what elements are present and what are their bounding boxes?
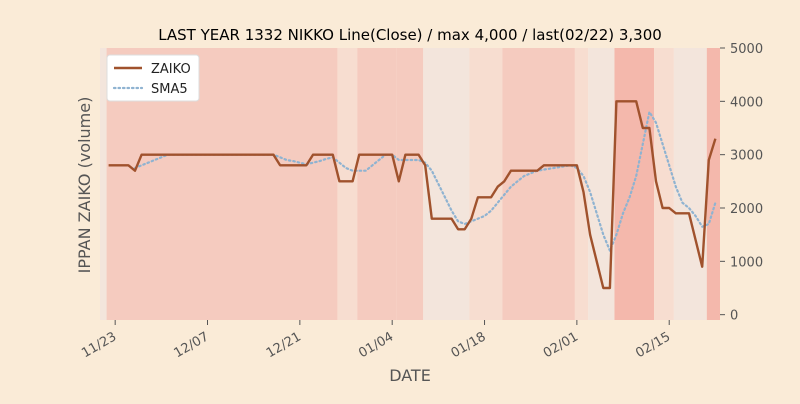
y-tick-label-3: 3000 [730,149,763,164]
volume-bands [100,48,720,320]
x-axis-label: DATE [389,366,431,385]
x-tick-label-5: 02/01 [541,329,581,361]
y-tick-label-4: 4000 [730,95,763,110]
chart-title: LAST YEAR 1332 NIKKO Line(Close) / max 4… [158,26,662,44]
y-tick-label-1: 1000 [730,255,763,270]
legend-label-sma5: SMA5 [151,82,188,97]
y-tick-label-5: 5000 [730,42,763,57]
y-tick-label-0: 0 [730,309,738,324]
volume-band-5 [423,48,470,320]
volume-band-4 [396,48,424,320]
volume-band-13 [706,48,720,320]
legend-box [106,54,200,102]
y-tick-label-2: 2000 [730,202,763,217]
x-tick-label-6: 02/15 [633,329,673,361]
volume-band-6 [469,48,503,320]
legend-label-zaiko: ZAIKO [151,62,191,77]
x-tick-label-2: 12/21 [264,329,304,361]
volume-band-3 [357,48,397,320]
x-tick-label-3: 01/04 [356,329,396,361]
legend: ZAIKO SMA5 [106,54,200,102]
volume-band-2 [337,48,358,320]
volume-band-11 [654,48,674,320]
x-axis-ticks: 11/23 12/07 12/21 01/04 01/18 02/01 02/15 [79,320,673,361]
y-axis-ticks: 0 1000 2000 3000 4000 5000 [720,42,763,324]
volume-band-12 [673,48,707,320]
x-tick-label-1: 12/07 [172,329,212,361]
x-tick-label-0: 11/23 [79,329,119,361]
data-series [108,100,717,290]
series-line-zaiko [108,100,717,290]
volume-band-0 [100,48,107,320]
x-tick-label-4: 01/18 [449,329,489,361]
y-axis-label: IPPAN ZAIKO (volume) [75,97,94,274]
